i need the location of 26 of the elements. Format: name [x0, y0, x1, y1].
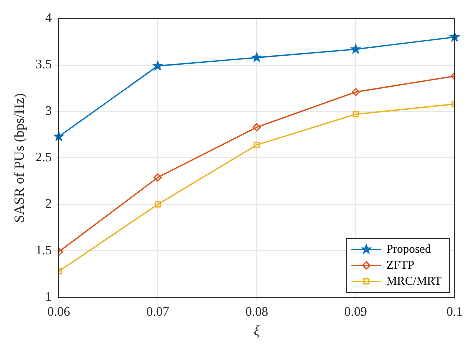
point: [252, 52, 262, 62]
point: [153, 61, 163, 70]
point: [254, 142, 260, 148]
x-tick-label: 0.06: [48, 304, 71, 319]
x-tick-label: 0.07: [146, 304, 170, 319]
point: [352, 88, 360, 96]
point: [154, 174, 162, 182]
y-tick-label: 3: [46, 103, 52, 118]
x-tick-label: 0.1: [446, 304, 463, 319]
y-tick-label: 2: [46, 196, 52, 212]
point: [252, 123, 262, 132]
x-tick-label: 0.08: [246, 304, 268, 319]
x-tick-label: 0.09: [344, 304, 368, 319]
y-tick-label: 1: [46, 289, 52, 304]
y-tick-label: 2.5: [36, 150, 52, 165]
y-tick-label: 4: [46, 10, 53, 26]
x-axis-title: ξ: [254, 324, 260, 340]
y-axis-title: SASR of PUs (bps/Hz): [13, 93, 28, 223]
legend-label: Proposed: [386, 242, 432, 256]
legend-label: MRC/MRT: [386, 274, 443, 288]
y-tick-label: 3.5: [36, 56, 52, 72]
legend-label: ZFTP: [386, 258, 415, 272]
point: [154, 202, 162, 208]
y-tick-label: 1.5: [36, 242, 52, 258]
point: [351, 44, 361, 54]
point: [352, 111, 359, 118]
